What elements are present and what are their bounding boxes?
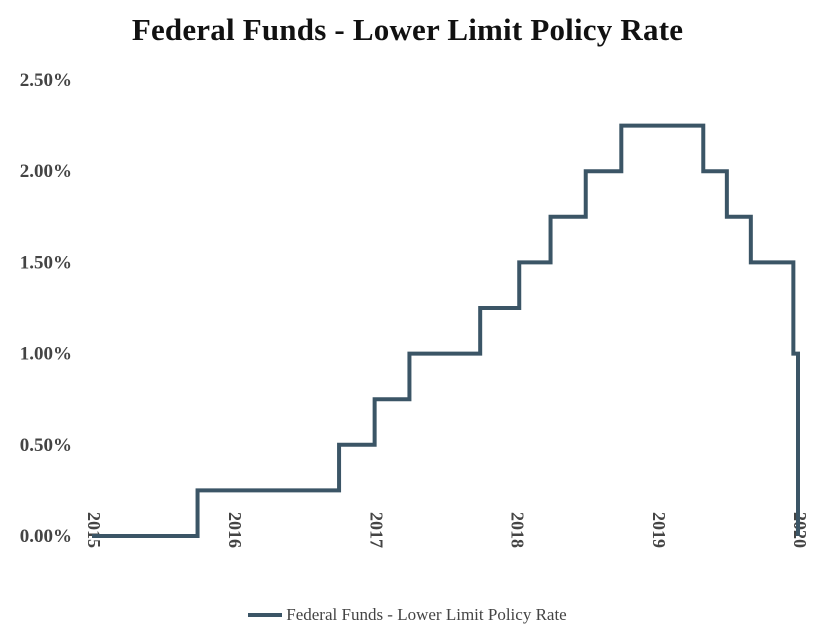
y-tick-label: 0.00% [20, 526, 72, 547]
y-tick-label: 1.50% [20, 252, 72, 273]
chart-title: Federal Funds - Lower Limit Policy Rate [131, 12, 684, 47]
y-axis: 0.00% 0.50% 1.00% 1.50% 2.00% 2.50% [20, 70, 72, 547]
x-tick-label: 2018 [508, 512, 528, 548]
x-axis: 2015 2016 2017 2018 2019 2020 [84, 512, 810, 548]
y-tick-label: 2.00% [20, 161, 72, 182]
x-tick-label: 2015 [84, 512, 104, 548]
y-tick-label: 0.50% [20, 435, 72, 456]
y-tick-label: 1.00% [20, 344, 72, 365]
legend: Federal Funds - Lower Limit Policy Rate [0, 605, 815, 625]
series-line [92, 123, 800, 538]
x-tick-label: 2017 [367, 512, 387, 548]
legend-swatch [248, 613, 283, 617]
legend-label: Federal Funds - Lower Limit Policy Rate [286, 605, 567, 624]
y-tick-label: 2.50% [20, 70, 72, 91]
x-tick-label: 2019 [649, 512, 669, 548]
x-tick-label: 2016 [225, 512, 245, 548]
series-layer [92, 123, 800, 538]
